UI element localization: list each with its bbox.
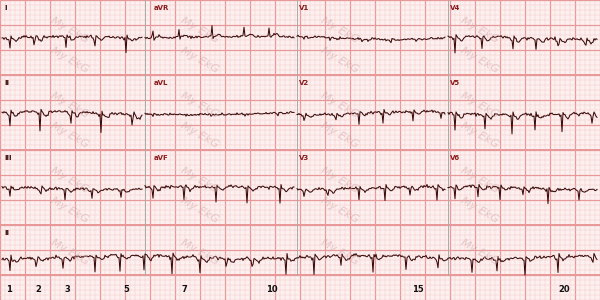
Text: My EkG: My EkG: [460, 90, 500, 120]
Text: My EkG: My EkG: [319, 120, 361, 150]
Text: My EkG: My EkG: [49, 195, 91, 225]
Text: My EkG: My EkG: [49, 165, 91, 195]
Text: 3: 3: [64, 285, 70, 294]
Text: My EkG: My EkG: [49, 15, 91, 45]
Text: 10: 10: [266, 285, 278, 294]
Text: My EkG: My EkG: [319, 195, 361, 225]
Text: My EkG: My EkG: [460, 237, 500, 267]
Text: My EkG: My EkG: [179, 90, 221, 120]
Text: My EkG: My EkG: [460, 165, 500, 195]
Text: V3: V3: [299, 155, 309, 161]
Text: My EkG: My EkG: [179, 15, 221, 45]
Text: My EkG: My EkG: [319, 15, 361, 45]
Text: aVR: aVR: [154, 5, 169, 11]
Text: My EkG: My EkG: [179, 120, 221, 150]
Text: V6: V6: [450, 155, 460, 161]
Text: 5: 5: [123, 285, 129, 294]
Text: 15: 15: [412, 285, 424, 294]
Text: My EkG: My EkG: [179, 45, 221, 75]
Text: My EkG: My EkG: [460, 15, 500, 45]
Text: V5: V5: [450, 80, 460, 86]
Text: 1: 1: [6, 285, 12, 294]
Text: II: II: [4, 80, 9, 86]
Text: My EkG: My EkG: [49, 45, 91, 75]
Text: My EkG: My EkG: [460, 195, 500, 225]
Text: My EkG: My EkG: [460, 120, 500, 150]
Text: II: II: [4, 230, 9, 236]
Text: aVL: aVL: [154, 80, 169, 86]
Text: My EkG: My EkG: [460, 45, 500, 75]
Text: My EkG: My EkG: [49, 90, 91, 120]
Text: My EkG: My EkG: [49, 237, 91, 267]
Text: V1: V1: [299, 5, 309, 11]
Text: My EkG: My EkG: [319, 45, 361, 75]
Text: V2: V2: [299, 80, 309, 86]
Text: My EkG: My EkG: [319, 165, 361, 195]
Text: My EkG: My EkG: [319, 237, 361, 267]
Text: aVF: aVF: [154, 155, 169, 161]
Text: My EkG: My EkG: [319, 90, 361, 120]
Text: 20: 20: [558, 285, 570, 294]
Text: My EkG: My EkG: [179, 165, 221, 195]
Text: My EkG: My EkG: [49, 120, 91, 150]
Text: V4: V4: [450, 5, 460, 11]
Text: My EkG: My EkG: [179, 237, 221, 267]
Text: III: III: [4, 155, 11, 161]
Text: I: I: [4, 5, 7, 11]
Text: 2: 2: [35, 285, 41, 294]
Text: My EkG: My EkG: [179, 195, 221, 225]
Text: 7: 7: [181, 285, 187, 294]
